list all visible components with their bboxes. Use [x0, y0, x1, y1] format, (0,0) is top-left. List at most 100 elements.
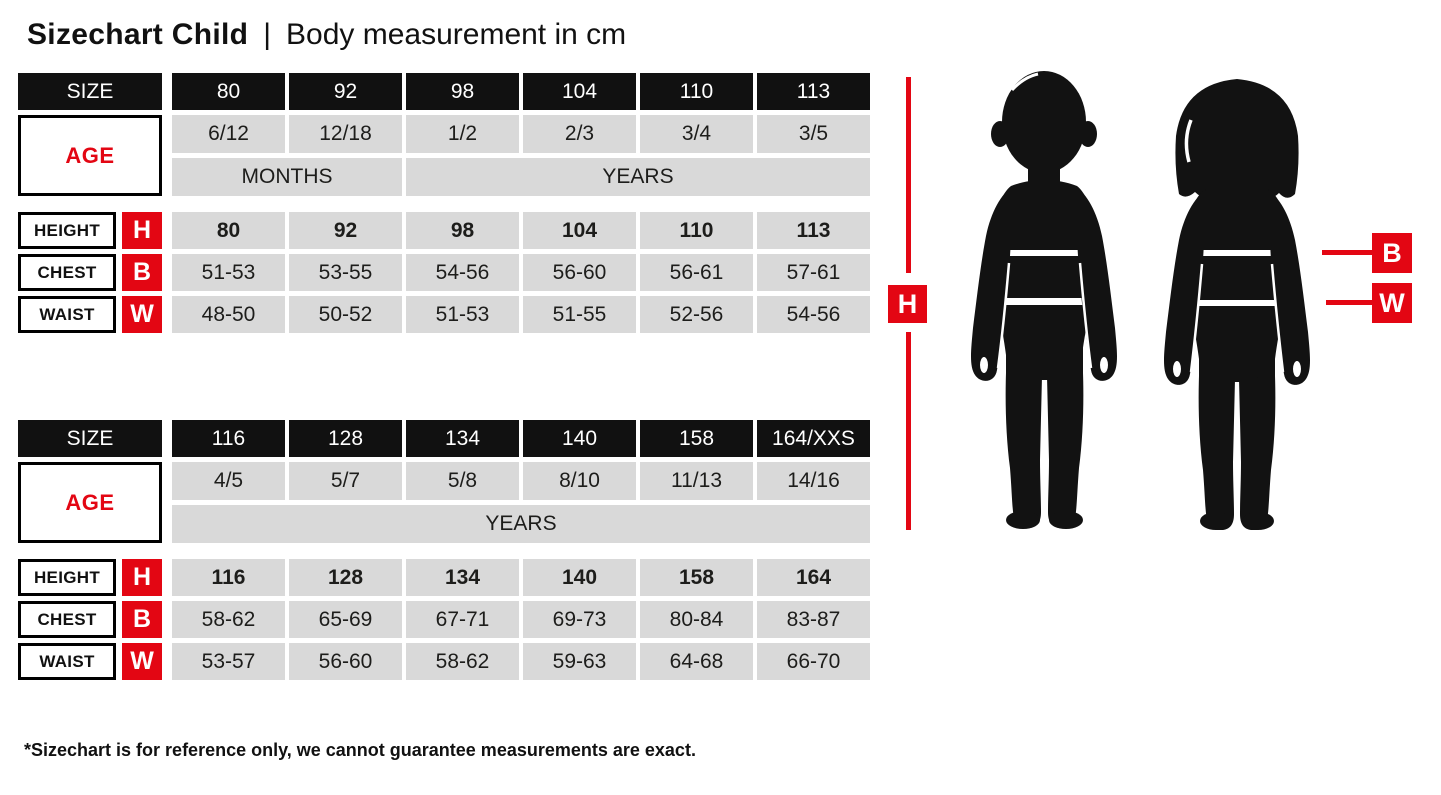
size-value-cell: 128 [289, 420, 402, 457]
height-label: HEIGHT [18, 559, 116, 596]
size-value-cell: 92 [289, 73, 402, 110]
height-value-cell: 98 [406, 212, 519, 249]
chest-value-cell: 54-56 [406, 254, 519, 291]
waist-value-cell: 58-62 [406, 643, 519, 680]
chest-pointer-line [1322, 250, 1372, 255]
size-table-small: SIZE 80 92 98 104 110 113 AGE 6/12 12/18… [18, 73, 870, 333]
chest-value-cell: 57-61 [757, 254, 870, 291]
measurement-figure: H [880, 60, 1428, 540]
chest-value-cell: 80-84 [640, 601, 753, 638]
size-value-cell: 104 [523, 73, 636, 110]
chest-value-cell: 67-71 [406, 601, 519, 638]
chest-value-cell: 69-73 [523, 601, 636, 638]
chest-value-cell: 83-87 [757, 601, 870, 638]
chest-badge: B [1372, 233, 1412, 273]
size-value-cell: 98 [406, 73, 519, 110]
girl-waist-line [1186, 300, 1288, 306]
age-value-cell: 3/5 [757, 115, 870, 153]
height-value-cell: 134 [406, 559, 519, 596]
age-value-cell: 2/3 [523, 115, 636, 153]
age-value-cell: 4/5 [172, 462, 285, 500]
height-letter-badge: H [122, 212, 162, 249]
chest-value-cell: 51-53 [172, 254, 285, 291]
waist-value-cell: 54-56 [757, 296, 870, 333]
period-cell-months: MONTHS [172, 158, 402, 196]
height-letter-badge: H [122, 559, 162, 596]
height-value-cell: 140 [523, 559, 636, 596]
girl-silhouette-icon [1164, 79, 1310, 530]
waist-value-cell: 51-53 [406, 296, 519, 333]
size-value-cell: 113 [757, 73, 870, 110]
chest-row-label: CHEST B [18, 601, 162, 638]
boy-waist-line [993, 298, 1095, 305]
height-value-cell: 116 [172, 559, 285, 596]
title-separator: | [263, 18, 272, 51]
age-header-label: AGE [18, 115, 162, 196]
height-value-cell: 158 [640, 559, 753, 596]
age-value-cell: 1/2 [406, 115, 519, 153]
waist-label: WAIST [18, 296, 116, 333]
height-value-cell: 113 [757, 212, 870, 249]
size-value-cell: 110 [640, 73, 753, 110]
girl-chest-line [1186, 250, 1288, 256]
waist-value-cell: 66-70 [757, 643, 870, 680]
height-value-cell: 92 [289, 212, 402, 249]
height-row-label: HEIGHT H [18, 212, 162, 249]
age-header-label: AGE [18, 462, 162, 543]
waist-letter-badge: W [122, 296, 162, 333]
chest-value-cell: 65-69 [289, 601, 402, 638]
size-header-label: SIZE [18, 420, 162, 457]
girl-hair [1175, 79, 1299, 199]
waist-letter-badge: W [122, 643, 162, 680]
waist-value-cell: 53-57 [172, 643, 285, 680]
chest-letter-badge: B [122, 254, 162, 291]
page-subtitle: Body measurement in cm [286, 18, 627, 51]
girl-torso [1186, 184, 1288, 359]
age-value-cell: 5/7 [289, 462, 402, 500]
height-value-cell: 128 [289, 559, 402, 596]
height-ruler-line-top [906, 77, 911, 273]
age-value-cell: 12/18 [289, 115, 402, 153]
age-value-cell: 6/12 [172, 115, 285, 153]
size-value-cell: 164/XXS [757, 420, 870, 457]
chest-label: CHEST [18, 601, 116, 638]
chest-row-label: CHEST B [18, 254, 162, 291]
waist-row-label: WAIST W [18, 296, 162, 333]
chest-label: CHEST [18, 254, 116, 291]
waist-value-cell: 56-60 [289, 643, 402, 680]
waist-pointer-line [1326, 300, 1372, 305]
waist-badge: W [1372, 283, 1412, 323]
waist-value-cell: 50-52 [289, 296, 402, 333]
waist-label: WAIST [18, 643, 116, 680]
size-header-label: SIZE [18, 73, 162, 110]
chest-letter-badge: B [122, 601, 162, 638]
chest-value-cell: 53-55 [289, 254, 402, 291]
height-value-cell: 104 [523, 212, 636, 249]
size-value-cell: 134 [406, 420, 519, 457]
height-row-label: HEIGHT H [18, 559, 162, 596]
chest-value-cell: 56-60 [523, 254, 636, 291]
size-table-large: SIZE 116 128 134 140 158 164/XXS AGE 4/5… [18, 420, 870, 680]
size-value-cell: 158 [640, 420, 753, 457]
boy-silhouette-icon [971, 71, 1117, 529]
height-label: HEIGHT [18, 212, 116, 249]
page-header: Sizechart Child | Body measurement in cm [27, 16, 626, 54]
age-value-cell: 8/10 [523, 462, 636, 500]
waist-value-cell: 64-68 [640, 643, 753, 680]
waist-value-cell: 52-56 [640, 296, 753, 333]
size-value-cell: 140 [523, 420, 636, 457]
period-cell-years: YEARS [406, 158, 870, 196]
size-value-cell: 80 [172, 73, 285, 110]
height-ruler-line-bottom [906, 332, 911, 530]
waist-value-cell: 59-63 [523, 643, 636, 680]
height-badge: H [888, 285, 927, 323]
boy-chest-line [993, 250, 1095, 256]
period-cell-years: YEARS [172, 505, 870, 543]
waist-row-label: WAIST W [18, 643, 162, 680]
size-value-cell: 116 [172, 420, 285, 457]
age-value-cell: 3/4 [640, 115, 753, 153]
age-value-cell: 11/13 [640, 462, 753, 500]
waist-value-cell: 48-50 [172, 296, 285, 333]
footnote: *Sizechart is for reference only, we can… [24, 740, 696, 760]
